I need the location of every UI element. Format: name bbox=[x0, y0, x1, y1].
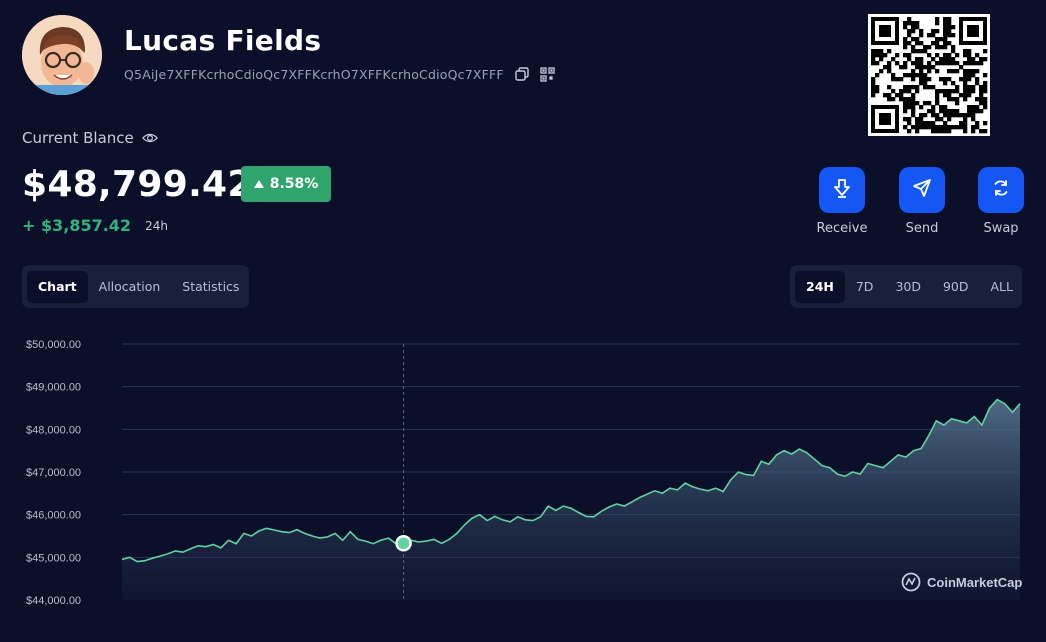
y-tick-label: $45,000.00 bbox=[26, 552, 81, 564]
avatar bbox=[22, 15, 102, 95]
hover-point[interactable] bbox=[395, 535, 412, 552]
price-area bbox=[122, 399, 1020, 600]
coinmarketcap-watermark: CoinMarketCap bbox=[901, 572, 1022, 592]
y-tick-label: $47,000.00 bbox=[26, 467, 81, 479]
wallet-qr-code bbox=[868, 14, 990, 136]
y-tick-label: $44,000.00 bbox=[26, 595, 81, 607]
y-tick-label: $50,000.00 bbox=[26, 339, 81, 351]
swap-action: Swap bbox=[971, 167, 1031, 236]
receive-button[interactable] bbox=[819, 167, 865, 213]
price-chart[interactable]: $50,000.00 $49,000.00 $48,000.00 $47,000.00… bbox=[0, 320, 1046, 638]
receive-icon bbox=[832, 178, 852, 202]
receive-action: Receive bbox=[812, 167, 872, 236]
tab-chart[interactable]: Chart bbox=[27, 270, 88, 303]
tab-allocation[interactable]: Allocation bbox=[98, 279, 161, 294]
profile-name: Lucas Fields bbox=[124, 24, 322, 57]
send-button[interactable] bbox=[899, 167, 945, 213]
swap-button[interactable] bbox=[978, 167, 1024, 213]
send-action: Send bbox=[892, 167, 952, 236]
time-range-tabs: 24H 7D 30D 90D ALL bbox=[790, 265, 1022, 308]
copy-icon[interactable] bbox=[514, 66, 530, 82]
range-7d[interactable]: 7D bbox=[855, 279, 874, 294]
range-all[interactable]: ALL bbox=[990, 279, 1013, 294]
qr-code-icon[interactable] bbox=[540, 66, 556, 82]
send-label: Send bbox=[905, 221, 939, 236]
change-value: + $3,857.42 bbox=[22, 216, 132, 235]
range-90d[interactable]: 90D bbox=[942, 279, 969, 294]
change-percent: 8.58% bbox=[269, 176, 319, 192]
balance-label: Current Blance bbox=[22, 129, 134, 147]
change-period: 24h bbox=[145, 218, 168, 233]
swap-icon bbox=[991, 178, 1011, 202]
y-tick-label: $49,000.00 bbox=[26, 382, 81, 394]
swap-label: Swap bbox=[983, 221, 1019, 236]
change-percent-badge: 8.58% bbox=[241, 166, 331, 202]
y-tick-label: $46,000.00 bbox=[26, 510, 81, 522]
range-30d[interactable]: 30D bbox=[895, 279, 921, 294]
tab-statistics[interactable]: Statistics bbox=[182, 279, 240, 294]
eye-icon[interactable] bbox=[141, 130, 158, 146]
up-arrow-icon bbox=[253, 176, 264, 192]
watermark-text: CoinMarketCap bbox=[927, 575, 1022, 590]
y-tick-label: $48,000.00 bbox=[26, 424, 81, 436]
view-tabs: Chart Allocation Statistics bbox=[22, 265, 249, 308]
receive-label: Receive bbox=[816, 221, 868, 236]
wallet-address: Q5AiJe7XFFKcrhoCdioQc7XFFKcrhO7XFFKcrhoC… bbox=[124, 66, 504, 82]
range-24h[interactable]: 24H bbox=[795, 270, 845, 303]
send-icon bbox=[912, 178, 932, 202]
balance-value: $48,799.42 bbox=[22, 164, 253, 205]
price-line bbox=[121, 398, 1021, 563]
